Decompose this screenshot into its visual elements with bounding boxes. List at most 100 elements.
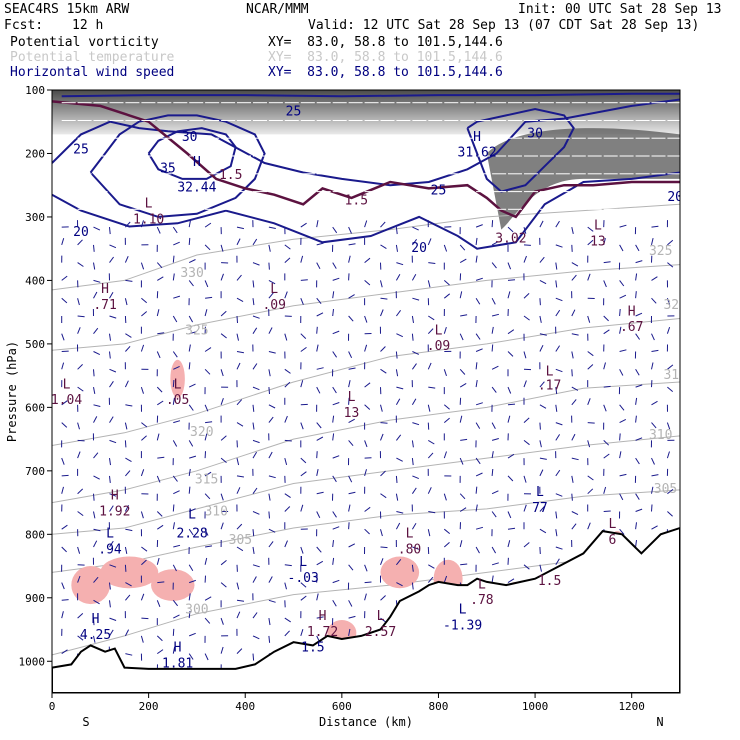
wind-vector (507, 279, 516, 281)
wind-vector (316, 242, 324, 246)
wind-vector (443, 417, 450, 423)
wind-vector (380, 244, 387, 250)
wind-vector (188, 653, 194, 660)
wind-vector (603, 261, 611, 264)
contour-label: .71 (93, 298, 116, 313)
wind-vector (109, 333, 111, 341)
wind-vector (443, 280, 450, 286)
wind-vector (109, 439, 117, 444)
wind-vector (443, 528, 451, 534)
wind-vector (236, 315, 238, 324)
wind-vector (348, 380, 351, 388)
contour-label: 77 (532, 501, 548, 516)
wind-vector (667, 386, 674, 392)
wind-vector (539, 333, 547, 336)
wind-vector (188, 383, 196, 388)
wind-vector (395, 244, 398, 252)
wind-vector (619, 451, 622, 459)
wind-vector (316, 451, 318, 459)
forecast-label: Fcst: (4, 18, 44, 33)
wind-vector (635, 457, 640, 465)
wind-vector (300, 279, 308, 281)
contour-label: 1.92 (99, 504, 130, 519)
wind-vector (109, 368, 117, 373)
wind-vector (252, 487, 258, 494)
wind-vector (61, 457, 65, 465)
wind-vector (683, 292, 686, 298)
wind-vector (61, 275, 68, 281)
wind-vector (411, 487, 417, 494)
wind-vector (268, 416, 274, 423)
wind-vector (683, 665, 686, 672)
contour-label: 6 (608, 533, 616, 548)
contour-label: L (174, 377, 182, 392)
contour-label: L (377, 609, 385, 624)
wind-vector (236, 362, 241, 370)
wind-vector (204, 347, 212, 352)
wind-vector (252, 298, 255, 306)
wind-vector (348, 418, 355, 424)
wind-vector (666, 298, 671, 305)
wind-vector (93, 635, 96, 643)
contour-label: L (536, 485, 544, 500)
wind-vector (188, 259, 196, 264)
wind-vector (124, 564, 127, 572)
wind-vector (156, 600, 161, 607)
wind-vector (300, 346, 307, 352)
wind-vector (189, 455, 197, 459)
theta-contour-315 (52, 381, 680, 504)
wind-vector (587, 226, 594, 232)
contour-label: .05 (166, 393, 189, 408)
wind-vector (475, 457, 481, 465)
wind-vector (109, 244, 117, 249)
wind-vector (252, 511, 260, 515)
wind-vector (77, 422, 80, 430)
wind-vector (443, 542, 450, 548)
wind-vector (491, 438, 499, 441)
wind-vector (236, 351, 244, 354)
wind-vector (443, 493, 447, 501)
wind-vector (332, 475, 337, 483)
wind-vector (236, 546, 244, 552)
wind-vector (571, 226, 574, 235)
wind-vector (491, 297, 496, 305)
wind-vector (93, 404, 101, 407)
wind-vector (220, 457, 227, 463)
y-tick-label: 200 (25, 147, 45, 160)
wind-vector (571, 493, 573, 501)
wind-vector (571, 369, 573, 377)
wind-vector (651, 237, 654, 246)
wind-vector (172, 564, 177, 572)
wind-vector (587, 315, 591, 323)
contour-label: L (299, 555, 307, 570)
wind-vector (252, 315, 260, 319)
wind-vector (348, 367, 356, 370)
wind-vector (523, 504, 527, 512)
wind-vector (507, 291, 511, 299)
wind-vector (683, 512, 685, 519)
wind-vector (157, 649, 164, 655)
wind-vector (204, 222, 212, 228)
wind-vector (125, 582, 132, 587)
wind-vector (491, 490, 499, 495)
wind-vector (252, 404, 255, 412)
wind-vector (475, 380, 478, 388)
wind-vector (300, 582, 307, 588)
wind-vector (188, 315, 194, 323)
wind-vector (411, 564, 414, 572)
wind-vector (460, 438, 468, 441)
wind-vector (156, 557, 160, 565)
wind-vector (475, 422, 481, 429)
contour-label: 315 (195, 473, 218, 488)
wind-vector (555, 422, 563, 426)
wind-vector (109, 617, 117, 621)
wind-vector (380, 297, 388, 300)
wind-vector (236, 457, 240, 466)
wind-vector (571, 262, 579, 267)
terrain (52, 526, 680, 693)
contour-label: .67 (620, 320, 643, 335)
wind-vector (204, 244, 211, 251)
wind-vector (459, 368, 466, 375)
wind-vector (411, 440, 414, 448)
wind-vector (683, 263, 685, 270)
